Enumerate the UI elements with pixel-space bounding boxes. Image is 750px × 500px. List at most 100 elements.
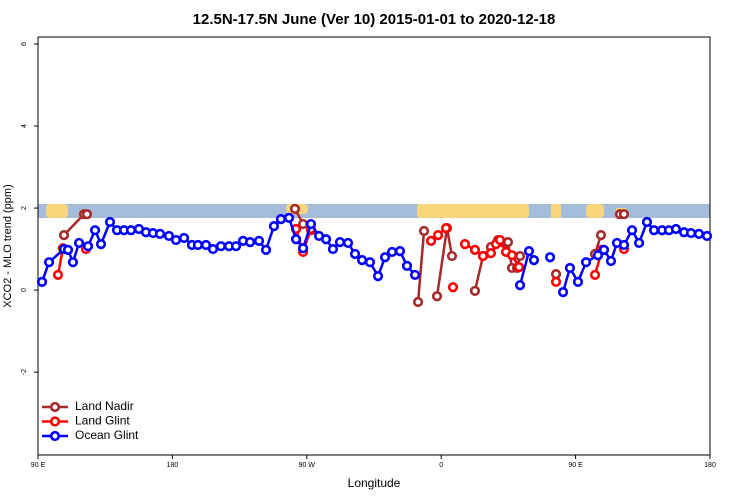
land-patch <box>586 204 604 218</box>
data-point <box>170 234 182 246</box>
data-point <box>81 209 93 220</box>
data-point <box>685 227 697 239</box>
data-point <box>43 257 55 268</box>
data-point <box>485 248 497 259</box>
data-point <box>459 239 471 250</box>
data-point <box>598 244 610 255</box>
y-axis-label: XCO2 - MLO trend (ppm) <box>2 184 14 307</box>
x-tick-label: 180 <box>167 462 179 469</box>
data-point <box>701 230 713 242</box>
land-patch <box>417 204 529 218</box>
data-point <box>290 234 302 245</box>
data-point <box>523 246 535 257</box>
data-point <box>592 250 604 261</box>
y-tick-label: -2 <box>21 369 28 375</box>
data-point <box>379 252 391 263</box>
data-point <box>305 218 317 230</box>
data-point <box>469 244 481 255</box>
data-point <box>514 250 526 262</box>
y-tick-label: 4 <box>21 124 28 128</box>
land-patch <box>551 204 561 218</box>
data-point <box>154 228 166 239</box>
data-point <box>618 209 630 220</box>
data-point <box>62 244 74 255</box>
data-point <box>409 269 421 281</box>
data-point <box>163 230 175 242</box>
data-point <box>58 230 70 241</box>
legend-label: Land Nadir <box>75 399 134 413</box>
data-point <box>431 291 443 302</box>
data-point <box>513 262 525 273</box>
data-point <box>446 250 458 262</box>
data-point <box>52 269 64 281</box>
data-point <box>544 252 556 263</box>
data-point <box>275 214 287 225</box>
data-point <box>514 280 526 291</box>
data-point <box>207 243 219 255</box>
data-point <box>605 255 617 267</box>
data-point <box>89 225 101 236</box>
data-point <box>502 237 514 248</box>
data-point <box>297 243 309 254</box>
data-point <box>349 248 361 260</box>
data-point <box>440 223 452 234</box>
data-point <box>670 223 682 235</box>
data-point <box>469 285 481 297</box>
data-point <box>192 239 204 251</box>
x-tick-label: 90 E <box>568 462 583 469</box>
data-point <box>618 239 630 251</box>
y-tick-label: 2 <box>21 206 28 210</box>
data-point <box>215 241 227 252</box>
data-point <box>36 276 48 287</box>
legend-label: Land Glint <box>75 414 130 428</box>
x-tick-label: 0 <box>439 462 443 469</box>
data-point <box>125 225 137 236</box>
legend-marker <box>49 416 61 427</box>
data-point <box>572 276 584 287</box>
data-point <box>412 296 424 308</box>
data-point <box>550 268 562 280</box>
legend-marker <box>49 430 61 442</box>
data-point <box>334 237 346 248</box>
data-point <box>506 250 518 261</box>
data-point <box>626 225 638 236</box>
data-point <box>580 257 592 268</box>
data-point <box>178 232 190 244</box>
data-point <box>320 234 332 245</box>
data-point <box>557 287 569 298</box>
x-tick-label: 90 W <box>299 462 316 469</box>
data-point <box>564 262 576 274</box>
y-tick-label: 6 <box>21 42 28 46</box>
data-point <box>67 257 79 268</box>
data-point <box>73 237 85 249</box>
data-point <box>693 228 705 239</box>
x-tick-label: 90 E <box>31 462 46 469</box>
data-point <box>230 241 242 252</box>
data-point <box>289 203 301 214</box>
data-point <box>589 269 601 281</box>
data-point <box>364 257 376 268</box>
data-point <box>268 221 280 232</box>
data-point <box>260 244 272 255</box>
data-point <box>386 246 398 258</box>
legend-label: Ocean Glint <box>75 428 139 442</box>
data-point <box>528 255 540 266</box>
data-point <box>283 212 295 224</box>
data-point <box>244 237 256 248</box>
data-point <box>253 235 265 246</box>
data-point <box>425 235 437 246</box>
data-point <box>356 255 368 266</box>
series <box>58 203 630 308</box>
series <box>36 212 713 298</box>
data-point <box>595 230 607 241</box>
data-point <box>401 260 413 271</box>
data-point <box>327 243 339 255</box>
data-point <box>432 230 444 241</box>
series-line <box>63 208 624 303</box>
data-point <box>494 234 506 246</box>
data-point <box>477 250 489 262</box>
data-point <box>394 246 406 257</box>
x-tick-label: 180 <box>704 462 716 469</box>
x-axis-label: Longitude <box>348 476 401 490</box>
sea-strip <box>38 204 710 218</box>
